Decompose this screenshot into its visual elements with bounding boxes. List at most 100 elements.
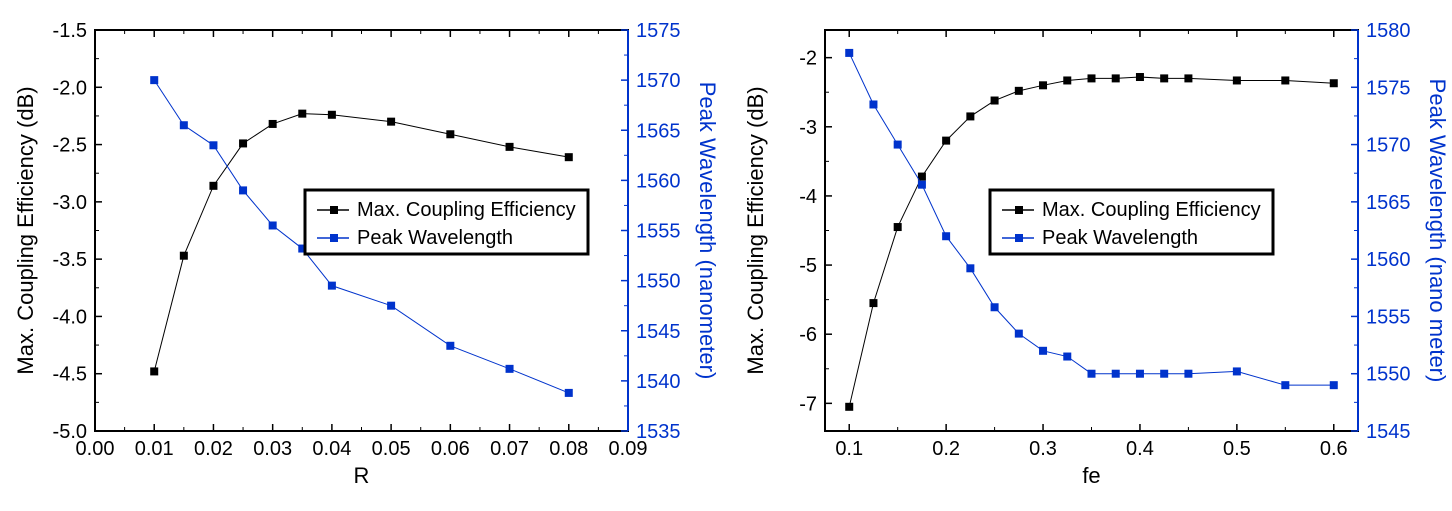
yr-tick-label: 1545 [636,321,681,343]
yr-tick-label: 1560 [1366,249,1411,271]
yr-tick-label: 1570 [1366,135,1411,157]
yl-tick-label: -2.5 [53,135,87,157]
yl-tick-label: -7 [799,393,817,415]
x-tick-label: 0.1 [835,438,863,460]
yl-axis-label: Max. Coupling Efficiency (dB) [743,86,768,374]
efficiency-marker [269,120,276,127]
yr-tick-label: 1550 [1366,364,1411,386]
efficiency-marker [1064,77,1071,84]
yl-tick-label: -4.0 [53,306,87,328]
legend-marker [1015,206,1023,214]
peak-wavelength-marker [1185,370,1192,377]
legend-marker [330,234,338,242]
yl-tick-label: -5 [799,255,817,277]
legend-label: Peak Wavelength [1042,227,1198,249]
x-tick-label: 0.01 [135,438,174,460]
legend-marker [1015,234,1023,242]
peak-wavelength-marker [506,365,513,372]
efficiency-marker [1112,75,1119,82]
efficiency-marker [846,403,853,410]
peak-wavelength-marker [151,77,158,84]
yl-axis-label: Max. Coupling Efficiency (dB) [13,86,38,374]
yr-tick-label: 1555 [1366,306,1411,328]
efficiency-marker [180,252,187,259]
x-tick-label: 0.02 [194,438,233,460]
yr-tick-label: 1570 [636,70,681,92]
efficiency-marker [1233,77,1240,84]
peak-wavelength-marker [1330,382,1337,389]
efficiency-marker [1330,80,1337,87]
efficiency-marker [506,143,513,150]
figure: 0.000.010.020.030.040.050.060.070.080.09… [0,0,1452,511]
yr-tick-label: 1560 [636,170,681,192]
efficiency-marker [1161,75,1168,82]
efficiency-marker [991,97,998,104]
peak-wavelength-marker [240,187,247,194]
peak-wavelength-marker [565,389,572,396]
efficiency-marker [943,137,950,144]
yr-tick-label: 1575 [1366,77,1411,99]
x-tick-label: 0.3 [1029,438,1057,460]
peak-wavelength-marker [943,233,950,240]
yr-tick-label: 1535 [636,421,681,443]
x-axis-label: fe [1082,463,1100,488]
efficiency-marker [1040,82,1047,89]
peak-wavelength-marker [991,304,998,311]
x-tick-label: 0.04 [312,438,351,460]
peak-wavelength-marker [269,222,276,229]
peak-wavelength-marker [1088,370,1095,377]
yl-tick-label: -3.0 [53,192,87,214]
yr-tick-label: 1580 [1366,20,1411,42]
dual-panel-chart: 0.000.010.020.030.040.050.060.070.080.09… [0,0,1452,506]
yr-tick-label: 1540 [636,371,681,393]
efficiency-marker [967,113,974,120]
efficiency-marker [918,173,925,180]
yl-tick-label: -2 [799,48,817,70]
yl-tick-label: -3.5 [53,249,87,271]
peak-wavelength-marker [846,49,853,56]
x-tick-label: 0.08 [549,438,588,460]
efficiency-marker [388,118,395,125]
peak-wavelength-marker [870,101,877,108]
yr-tick-label: 1565 [1366,192,1411,214]
x-tick-label: 0.4 [1126,438,1154,460]
efficiency-marker [565,154,572,161]
x-tick-label: 0.03 [253,438,292,460]
peak-wavelength-marker [388,302,395,309]
efficiency-marker [299,110,306,117]
peak-wavelength-marker [328,282,335,289]
peak-wavelength-marker [1112,370,1119,377]
peak-wavelength-marker [1282,382,1289,389]
peak-wavelength-marker [1136,370,1143,377]
peak-wavelength-marker [918,181,925,188]
yl-tick-label: -3 [799,117,817,139]
yr-tick-label: 1575 [636,20,681,42]
legend-label: Peak Wavelength [357,227,513,249]
yr-axis-label: Peak Wavelength (nano meter) [1425,79,1450,383]
yl-tick-label: -2.0 [53,77,87,99]
efficiency-marker [210,182,217,189]
yr-axis-label: Peak Wavelength (nanometer) [695,82,720,380]
yr-tick-label: 1545 [1366,421,1411,443]
x-tick-label: 0.05 [372,438,411,460]
peak-wavelength-marker [180,122,187,129]
efficiency-marker [1185,75,1192,82]
x-tick-label: 0.2 [932,438,960,460]
x-tick-label: 0.5 [1223,438,1251,460]
x-axis-label: R [354,463,370,488]
efficiency-marker [1136,74,1143,81]
legend-marker [330,206,338,214]
peak-wavelength-marker [1233,368,1240,375]
efficiency-marker [870,300,877,307]
peak-wavelength-marker [1015,330,1022,337]
x-tick-label: 0.07 [490,438,529,460]
efficiency-marker [447,131,454,138]
yl-tick-label: -4.5 [53,364,87,386]
peak-wavelength-marker [447,342,454,349]
efficiency-marker [328,111,335,118]
yl-tick-label: -6 [799,324,817,346]
efficiency-marker [1015,87,1022,94]
peak-wavelength-marker [967,265,974,272]
yl-tick-label: -5.0 [53,421,87,443]
efficiency-marker [1088,75,1095,82]
